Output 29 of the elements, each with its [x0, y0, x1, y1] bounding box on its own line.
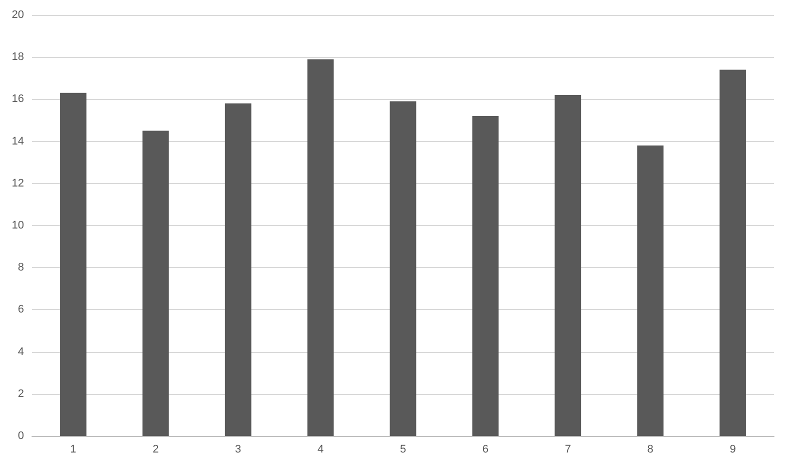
bar — [224, 103, 252, 436]
bar — [390, 101, 416, 436]
y-tick-label: 12 — [12, 177, 24, 190]
x-tick-label: 3 — [235, 444, 242, 456]
x-tick-label: 5 — [400, 444, 406, 456]
x-tick-label: 7 — [564, 444, 571, 456]
y-tick-label: 2 — [18, 388, 24, 400]
y-tick-label: 16 — [12, 93, 24, 106]
x-tick-label: 8 — [647, 444, 654, 456]
y-tick-label: 6 — [18, 304, 24, 316]
x-tick-label: 9 — [730, 444, 736, 456]
bar — [637, 146, 664, 436]
x-tick-label: 6 — [482, 444, 489, 456]
y-tick-label: 4 — [18, 346, 24, 358]
bar — [142, 130, 169, 436]
bar — [307, 59, 334, 436]
y-tick-label: 18 — [12, 51, 24, 64]
bar — [60, 92, 86, 436]
x-tick-label: 1 — [70, 444, 76, 456]
x-tick-label: 4 — [317, 444, 324, 456]
bar — [472, 116, 499, 436]
y-tick-label: 20 — [12, 9, 24, 21]
bar — [554, 94, 582, 436]
x-tick-label: 2 — [152, 444, 159, 456]
y-tick-label: 14 — [12, 135, 24, 148]
y-tick-label: 8 — [18, 262, 24, 274]
y-tick-label: 10 — [12, 220, 24, 232]
y-tick-label: 0 — [18, 430, 24, 442]
bar — [720, 70, 746, 436]
